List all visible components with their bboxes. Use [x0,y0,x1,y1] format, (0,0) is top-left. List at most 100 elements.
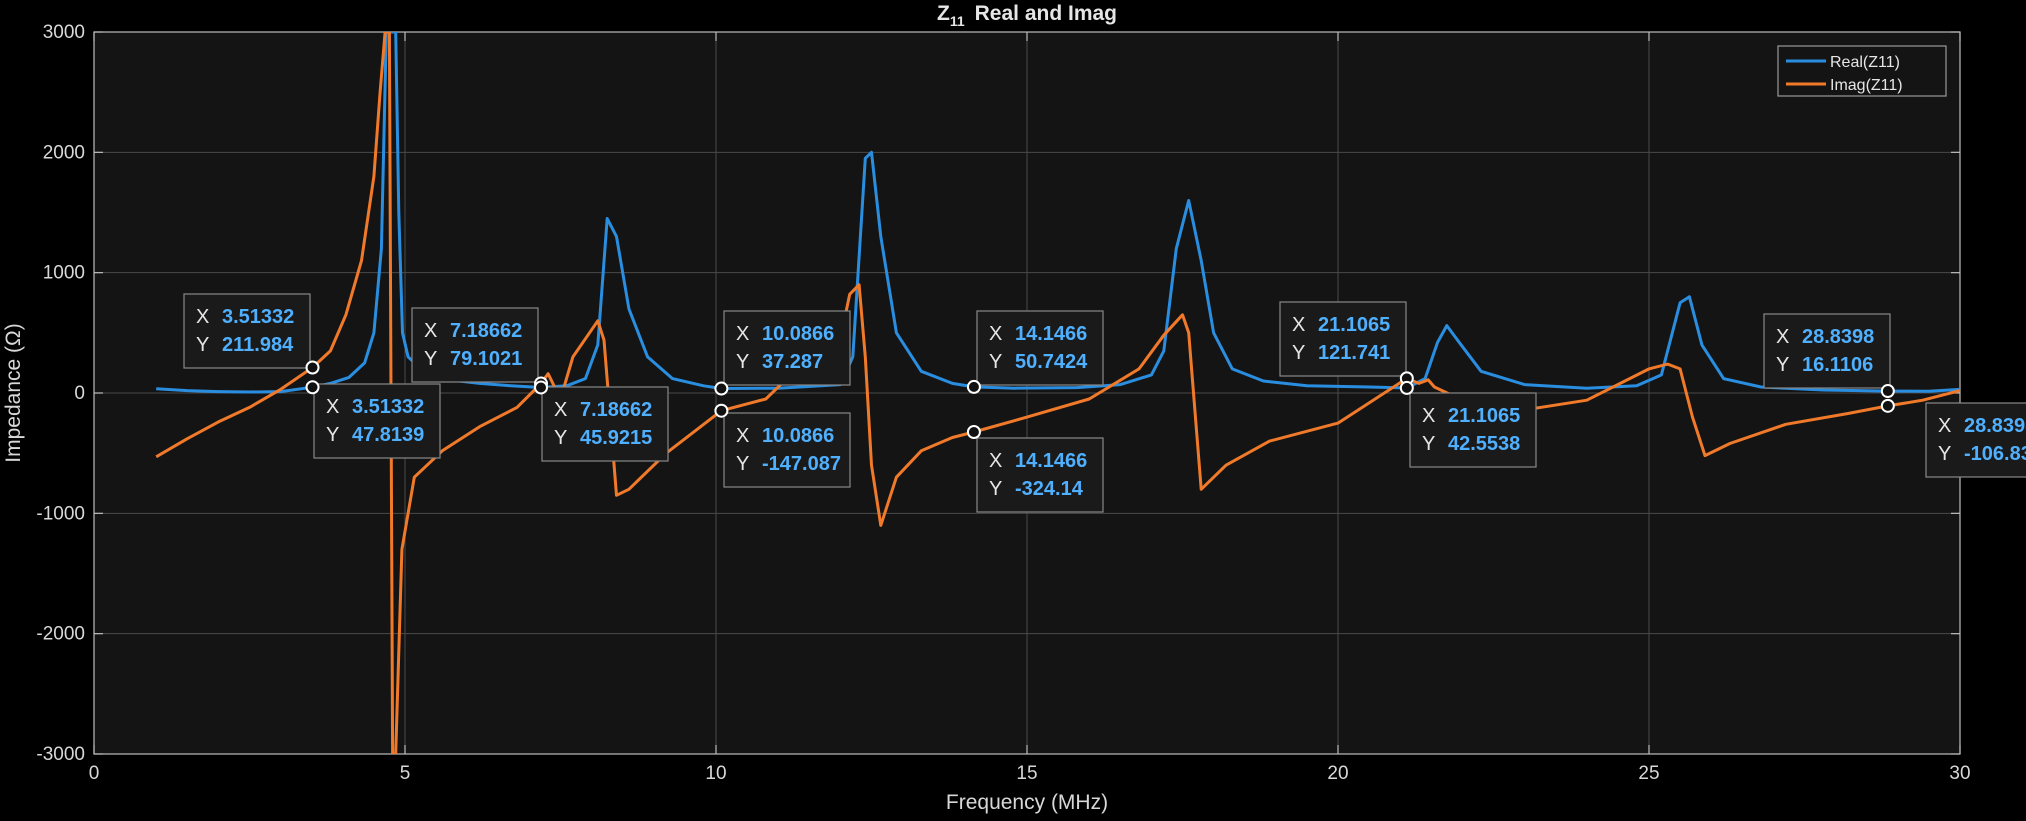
datatip-x-value: 10.0866 [762,425,834,447]
datatip-marker[interactable] [1399,380,1414,395]
datatip-5[interactable]: X 10.0866 Y -147.087 [714,403,851,488]
tick-labels: 0 5 10 15 20 25 30 -3000 -2000 -1000 0 1000 2000 3000 [36,22,1970,784]
x-tick-label-3: 15 [1016,763,1037,784]
datatip-marker[interactable] [714,381,729,396]
datatip-6[interactable]: X 14.1466 Y 50.7424 [966,310,1104,394]
datatip-2[interactable]: X 7.18662 Y 79.1021 [411,307,549,391]
datatip-y-value: 16.1106 [1802,354,1873,376]
datatip-box [976,437,1104,513]
datatip-y-label: Y [1422,433,1435,455]
datatip-7[interactable]: X 14.1466 Y -324.14 [966,425,1104,513]
datatip-marker[interactable] [714,403,729,418]
chart-title: Z11 Real and Imag [937,2,1117,29]
datatip-x-value: 28.8398 [1802,326,1874,348]
datatip-x-value: 7.18662 [450,320,522,342]
datatip-box [541,386,669,462]
datatip-box [411,307,539,383]
datatip-y-label: Y [1938,443,1951,465]
x-tick-label-0: 0 [89,763,100,784]
datatip-3[interactable]: X 7.18662 Y 45.9215 [534,380,669,462]
datatip-y-value: -147.087 [762,453,841,475]
datatip-y-label: Y [989,478,1002,500]
datatip-marker[interactable] [1880,384,1895,399]
datatip-box [723,412,851,488]
y-tick-label-3: 0 [74,383,85,404]
x-axis-label: Frequency (MHz) [946,791,1108,814]
datatip-4[interactable]: X 10.0866 Y 37.287 [714,310,851,396]
datatip-y-value: -324.14 [1015,478,1084,500]
datatip-y-value: 47.8139 [352,424,424,446]
datatip-y-value: -106.833 [1964,443,2026,465]
x-tick-label-1: 5 [400,763,411,784]
x-tick-label-6: 30 [1949,763,1970,784]
datatip-marker[interactable] [305,360,320,375]
datatip-x-label: X [196,306,209,328]
datatip-x-value: 21.1065 [1448,405,1520,427]
datatip-marker[interactable] [305,380,320,395]
datatip-y-label: Y [736,453,749,475]
datatip-y-value: 79.1021 [450,348,522,370]
datatip-0[interactable]: X 3.51332 Y 211.984 [183,293,320,375]
datatip-box [723,310,851,386]
y-axis-label: Impedance (Ω) [2,323,25,462]
datatip-y-label: Y [1292,342,1305,364]
datatip-box [183,293,311,369]
series-line-real [156,32,1960,394]
series-line-imag [155,32,1960,754]
datatip-x-value: 3.51332 [222,306,294,328]
datatip-marker[interactable] [966,379,981,394]
datatip-y-value: 37.287 [762,351,823,373]
datatip-1[interactable]: X 3.51332 Y 47.8139 [305,380,441,459]
legend-entry-real: Real(Z11) [1830,54,1900,71]
datatip-marker[interactable] [534,380,549,395]
datatip-8[interactable]: X 21.1065 Y 121.741 [1279,301,1414,386]
y-tick-label-5: 2000 [43,142,85,163]
x-tick-label-4: 20 [1327,763,1348,784]
datatip-x-label: X [554,399,567,421]
y-tick-label-2: -1000 [36,503,85,524]
datatip-box [313,383,441,459]
datatip-x-label: X [1422,405,1435,427]
legend[interactable]: Real(Z11) Imag(Z11) [1777,45,1947,97]
datatip-x-value: 21.1065 [1318,314,1390,336]
y-tick-label-4: 1000 [43,263,85,284]
datatip-x-label: X [736,425,749,447]
chart-title-main: Z [937,2,950,25]
y-tick-label-1: -2000 [36,624,85,645]
datatip-y-value: 42.5538 [1448,433,1520,455]
datatip-x-value: 3.51332 [352,396,424,418]
datatip-marker[interactable] [1880,398,1895,413]
datatip-y-label: Y [989,351,1002,373]
datatip-x-value: 7.18662 [580,399,652,421]
datatip-x-label: X [1938,415,1951,437]
datatip-x-label: X [989,450,1002,472]
datatip-y-label: Y [736,351,749,373]
datatip-y-label: Y [424,348,437,370]
datatip-y-value: 121.741 [1318,342,1390,364]
datatips: X 3.51332 Y 211.984 X 3.51332 Y 47.8139 X 7.18662… [183,293,2026,513]
datatip-y-label: Y [1776,354,1789,376]
datatip-box [1279,301,1407,377]
datatip-x-label: X [424,320,437,342]
datatip-x-label: X [326,396,339,418]
datatip-9[interactable]: X 21.1065 Y 42.5538 [1399,380,1537,468]
x-tick-label-5: 25 [1638,763,1659,784]
datatip-y-value: 211.984 [222,334,294,356]
datatip-box [1925,402,2026,478]
legend-entry-imag: Imag(Z11) [1830,77,1903,94]
chart-title-rest: Real and Imag [975,2,1117,25]
datatip-x-value: 28.8398 [1964,415,2026,437]
datatip-11[interactable]: X 28.8398 Y -106.833 [1880,398,2026,478]
datatip-box [976,310,1104,386]
datatip-x-label: X [989,323,1002,345]
legend-box [1777,45,1947,97]
datatip-10[interactable]: X 28.8398 Y 16.1106 [1763,313,1895,399]
datatip-x-label: X [1776,326,1789,348]
datatip-box [1763,313,1891,389]
datatip-x-value: 10.0866 [762,323,834,345]
datatip-y-label: Y [326,424,339,446]
datatip-marker[interactable] [966,425,981,440]
datatip-y-label: Y [196,334,209,356]
datatip-y-value: 50.7424 [1015,351,1088,373]
